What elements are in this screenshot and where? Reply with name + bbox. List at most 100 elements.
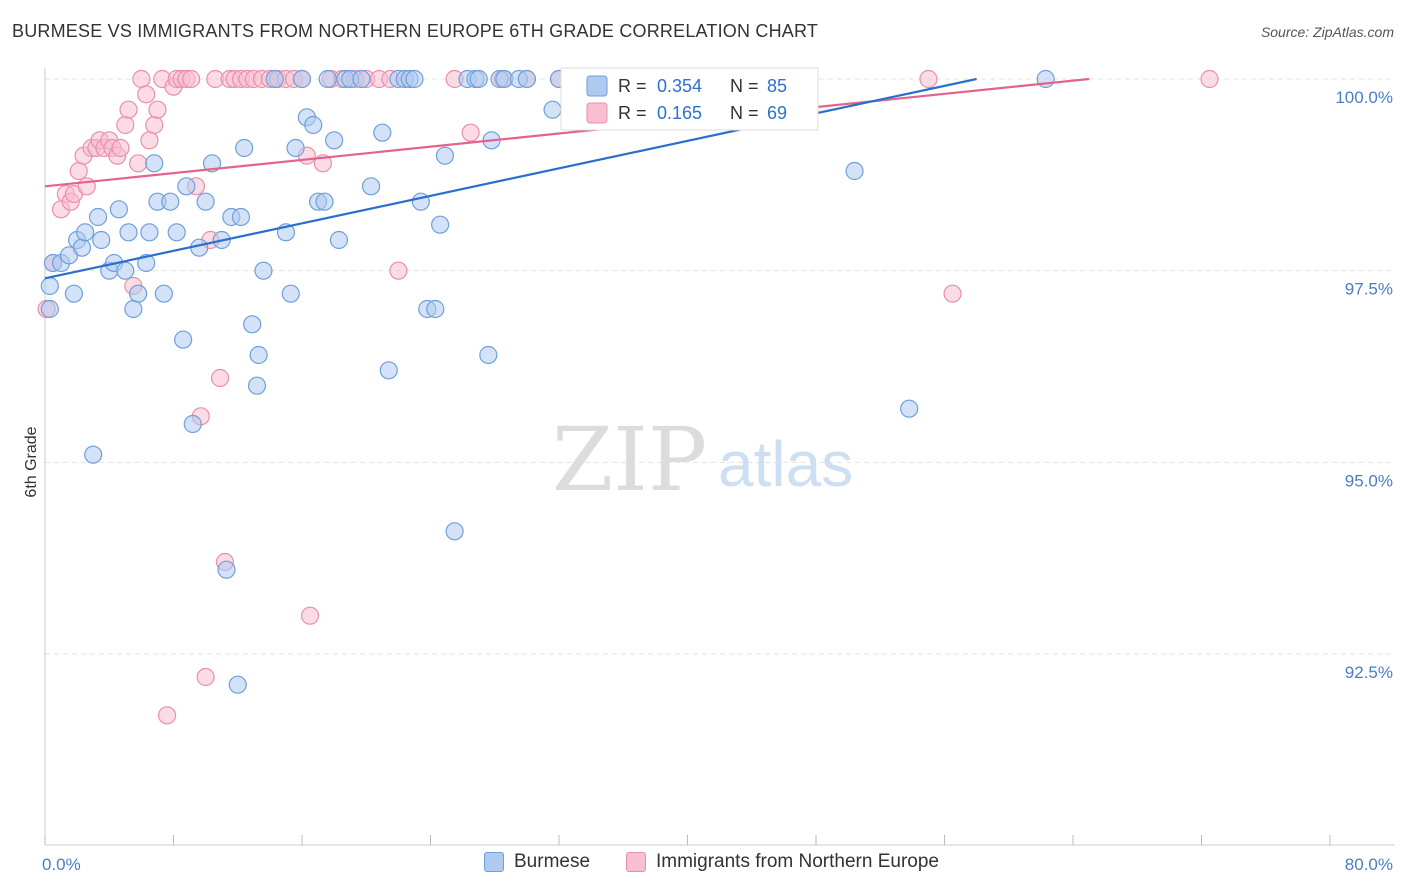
burmese-point <box>40 299 59 319</box>
stats-burmese-r-value: 0.354 <box>657 76 702 96</box>
burmese-point <box>249 345 268 365</box>
burmese-point <box>40 276 59 296</box>
watermark-atlas: atlas <box>718 428 853 500</box>
x-tick-label: 80.0% <box>1345 855 1393 874</box>
northern-europe-point <box>145 115 164 135</box>
burmese-point <box>281 284 300 303</box>
burmese-point <box>183 414 202 434</box>
legend-label-burmese: Burmese <box>514 851 591 872</box>
burmese-point <box>318 69 337 89</box>
burmese-point <box>202 154 222 173</box>
burmese-point <box>177 177 196 196</box>
northern-europe-point <box>119 100 138 119</box>
burmese-point <box>84 445 103 464</box>
burmese-point <box>116 261 135 280</box>
northern-europe-point <box>148 100 167 119</box>
burmese-point <box>373 123 392 142</box>
northern-europe-point <box>69 161 88 181</box>
burmese-point <box>217 560 236 579</box>
burmese-point <box>431 215 450 234</box>
northern-europe-point <box>157 706 177 725</box>
burmese-point <box>469 69 488 89</box>
burmese-point <box>140 223 159 242</box>
stats-burmese-r-label: R = <box>618 76 647 96</box>
northern-europe-point <box>140 131 159 150</box>
burmese-point <box>231 207 251 227</box>
watermark-zip: ZIP <box>552 408 707 511</box>
x-tick-labels: 0.0% 80.0% <box>42 855 1393 874</box>
northern-europe-point <box>129 154 148 173</box>
stats-burmese-n-label: N = <box>730 76 759 96</box>
stats-burmese-n-value: 85 <box>767 76 787 96</box>
burmese-point <box>161 192 180 211</box>
y-tick-label: 95.0% <box>1345 471 1393 490</box>
stats-legend: R = 0.354 N = 85 R = 0.165 N = 69 <box>560 67 819 131</box>
stats-northern-r-label: R = <box>618 103 647 123</box>
y-axis-label: 6th Grade <box>23 426 40 497</box>
burmese-point <box>109 200 128 219</box>
burmese-point <box>167 223 186 242</box>
burmese-point <box>426 299 445 319</box>
chart-title: BURMESE VS IMMIGRANTS FROM NORTHERN EURO… <box>12 21 819 41</box>
northern-europe-point <box>919 69 938 89</box>
stats-northern-n-value: 69 <box>767 103 787 123</box>
burmese-point <box>900 399 919 418</box>
burmese-point <box>88 207 108 227</box>
northern-europe-point <box>389 261 408 280</box>
northern-europe-point <box>111 138 130 158</box>
burmese-point <box>254 261 273 280</box>
burmese-point <box>137 253 156 273</box>
y-tick-label: 97.5% <box>1345 280 1393 299</box>
burmese-point <box>543 100 562 119</box>
trendline-burmese <box>44 77 977 280</box>
stats-legend-northern-swatch <box>586 102 608 124</box>
y-tick-labels: 100.0% 97.5% 95.0% 92.5% <box>1335 88 1393 682</box>
burmese-point <box>479 345 498 365</box>
y-tick-label: 100.0% <box>1335 88 1393 107</box>
northern-europe-point <box>116 115 135 135</box>
northern-europe-point <box>132 69 151 89</box>
legend-swatch-northern-europe <box>626 852 646 872</box>
burmese-point <box>352 69 371 89</box>
northern-europe-point <box>196 667 215 687</box>
legend-label-northern-europe: Immigrants from Northern Europe <box>656 851 939 872</box>
stats-northern-n-label: N = <box>730 103 759 123</box>
burmese-point <box>361 177 381 196</box>
northern-europe-point <box>943 284 962 303</box>
northern-europe-point <box>210 368 230 388</box>
burmese-point <box>243 315 262 334</box>
burmese-point <box>325 131 344 150</box>
burmese-point <box>228 675 247 694</box>
northern-europe-point <box>461 123 480 142</box>
y-tick-label: 92.5% <box>1345 663 1393 682</box>
burmese-point <box>292 69 312 89</box>
burmese-point <box>247 376 267 395</box>
burmese-point <box>196 192 215 211</box>
stats-northern-r-value: 0.165 <box>657 103 702 123</box>
legend-item-northern-europe[interactable]: Immigrants from Northern Europe <box>626 851 939 873</box>
burmese-point <box>92 230 111 250</box>
burmese-point <box>64 284 84 303</box>
burmese-point <box>405 69 424 89</box>
source-credit: Source: ZipAtlas.com <box>1260 24 1394 40</box>
northern-europe-point <box>1200 69 1219 89</box>
burmese-point <box>235 138 254 158</box>
burmese-point <box>265 69 284 89</box>
burmese-point <box>445 522 464 541</box>
burmese-point <box>76 223 95 242</box>
northern-europe-point <box>137 85 156 104</box>
burmese-point <box>329 230 349 250</box>
trend-lines <box>44 77 1090 280</box>
burmese-point <box>286 138 305 158</box>
stats-legend-burmese-swatch <box>586 75 608 97</box>
series-burmese-points <box>40 69 1055 694</box>
burmese-point <box>315 192 334 211</box>
burmese-point <box>435 146 455 165</box>
trendline-northern-europe <box>44 77 1090 188</box>
burmese-point <box>154 284 173 303</box>
legend-item-burmese[interactable]: Burmese <box>484 851 590 873</box>
burmese-point <box>145 154 164 173</box>
legend-swatch-burmese <box>484 852 504 872</box>
northern-europe-point <box>182 69 201 89</box>
